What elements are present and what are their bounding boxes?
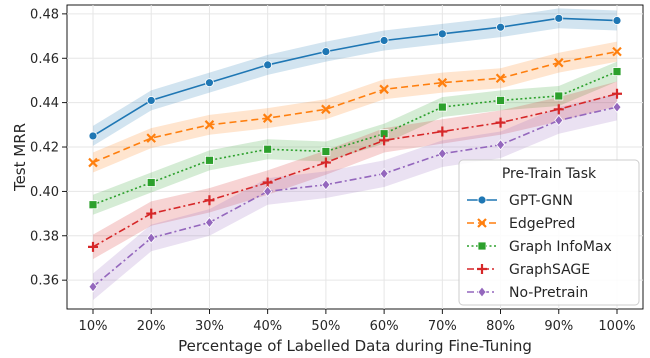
band-edgepred bbox=[93, 41, 617, 173]
point-graph-infomax bbox=[437, 102, 447, 112]
point-no-pretrain bbox=[88, 281, 98, 293]
x-tick-label: 100% bbox=[598, 319, 635, 334]
line-graph-infomax bbox=[92, 70, 618, 206]
x-axis-label: Percentage of Labelled Data during Fine-… bbox=[178, 337, 532, 355]
point-no-pretrain bbox=[437, 148, 447, 160]
y-tick-label: 0.44 bbox=[30, 96, 59, 111]
point-gpt-gnn bbox=[437, 29, 447, 39]
point-gpt-gnn bbox=[496, 22, 505, 32]
legend-label-graphsage: GraphSAGE bbox=[509, 262, 590, 278]
point-no-pretrain bbox=[263, 185, 273, 198]
x-tick-label: 50% bbox=[311, 319, 340, 334]
point-graphsage bbox=[379, 135, 390, 146]
point-no-pretrain bbox=[496, 139, 506, 151]
point-graphsage bbox=[437, 126, 448, 137]
x-tick-label: 80% bbox=[486, 319, 515, 334]
y-tick-label: 0.46 bbox=[30, 52, 59, 67]
legend-marker-graph-infomax bbox=[477, 241, 487, 251]
band-graphsage bbox=[93, 81, 617, 260]
point-graphsage bbox=[146, 208, 157, 219]
line-edgepred bbox=[92, 50, 618, 164]
x-tick-label: 10% bbox=[79, 319, 108, 334]
point-graph-infomax bbox=[205, 155, 214, 165]
series-markers bbox=[88, 13, 622, 293]
point-edgepred bbox=[262, 113, 273, 123]
point-no-pretrain bbox=[612, 101, 622, 113]
y-tick-label: 0.40 bbox=[30, 185, 59, 200]
point-edgepred bbox=[321, 104, 331, 115]
point-gpt-gnn bbox=[146, 96, 156, 105]
point-graph-infomax bbox=[263, 144, 273, 154]
point-graphsage bbox=[320, 157, 331, 168]
point-edgepred bbox=[88, 157, 98, 168]
x-tick-label: 20% bbox=[137, 319, 166, 334]
line-gpt-gnn bbox=[92, 17, 618, 137]
point-no-pretrain bbox=[321, 179, 331, 191]
point-graph-infomax bbox=[612, 67, 622, 76]
point-edgepred bbox=[612, 46, 622, 57]
legend-marker-graphsage bbox=[477, 264, 487, 274]
legend-label-no-pretrain: No-Pretrain bbox=[509, 285, 588, 301]
point-graphsage bbox=[88, 241, 98, 252]
grid bbox=[67, 5, 643, 309]
point-no-pretrain bbox=[379, 168, 389, 180]
point-no-pretrain bbox=[554, 114, 564, 127]
point-edgepred bbox=[146, 133, 156, 143]
point-gpt-gnn bbox=[263, 60, 273, 70]
series-lines bbox=[92, 17, 618, 288]
x-tick-label: 30% bbox=[195, 319, 224, 334]
point-graph-infomax bbox=[88, 200, 98, 210]
y-axis: 0.36 0.38 0.40 0.42 0.44 0.46 0.48 bbox=[30, 7, 67, 289]
point-edgepred bbox=[437, 77, 448, 88]
point-graphsage bbox=[204, 195, 215, 206]
line-graphsage bbox=[92, 92, 618, 248]
point-graphsage bbox=[612, 88, 622, 99]
legend-label-gpt-gnn: GPT-GNN bbox=[509, 193, 573, 209]
point-gpt-gnn bbox=[554, 13, 564, 23]
legend-box bbox=[458, 159, 640, 306]
y-axis-label: Test MRR bbox=[11, 123, 29, 192]
x-tick-label: 70% bbox=[428, 319, 457, 334]
point-gpt-gnn bbox=[88, 131, 98, 141]
legend-title: Pre-Train Task bbox=[502, 166, 597, 182]
x-tick-label: 40% bbox=[253, 319, 282, 334]
x-axis: 10% 20% 30% 40% 50% 60% 70% 80% 90% 100% bbox=[79, 309, 636, 334]
y-tick-label: 0.36 bbox=[30, 274, 59, 289]
point-gpt-gnn bbox=[379, 36, 389, 45]
point-graph-infomax bbox=[146, 178, 156, 187]
point-graph-infomax bbox=[321, 147, 331, 156]
x-tick-label: 90% bbox=[544, 319, 573, 334]
y-tick-label: 0.38 bbox=[30, 229, 59, 244]
point-graph-infomax bbox=[554, 91, 564, 101]
legend-label-edgepred: EdgePred bbox=[509, 216, 575, 232]
legend-marker-edgepred bbox=[477, 218, 487, 228]
legend-label-graph-infomax: Graph InfoMax bbox=[509, 239, 612, 255]
point-gpt-gnn bbox=[612, 16, 622, 25]
point-edgepred bbox=[495, 73, 506, 84]
band-graph-infomax bbox=[93, 61, 617, 215]
point-no-pretrain bbox=[204, 216, 214, 229]
legend: Pre-Train Task GPT-GNN EdgePred Graph Info… bbox=[458, 159, 640, 306]
point-graph-infomax bbox=[496, 96, 505, 105]
point-gpt-gnn bbox=[321, 47, 331, 56]
line-no-pretrain bbox=[92, 106, 618, 288]
point-edgepred bbox=[554, 57, 564, 68]
point-graphsage bbox=[495, 117, 506, 128]
point-edgepred bbox=[204, 120, 215, 130]
x-tick-label: 60% bbox=[370, 319, 399, 334]
y-tick-label: 0.48 bbox=[30, 7, 59, 22]
legend-marker-no-pretrain bbox=[477, 286, 487, 298]
legend-marker-gpt-gnn bbox=[477, 195, 487, 205]
point-gpt-gnn bbox=[205, 78, 214, 88]
band-no-pretrain bbox=[93, 93, 617, 301]
point-graphsage bbox=[553, 104, 564, 115]
band-gpt-gnn bbox=[93, 8, 617, 146]
point-no-pretrain bbox=[146, 232, 156, 244]
point-edgepred bbox=[379, 84, 389, 95]
confidence-bands bbox=[93, 8, 617, 301]
y-tick-label: 0.42 bbox=[30, 141, 59, 156]
